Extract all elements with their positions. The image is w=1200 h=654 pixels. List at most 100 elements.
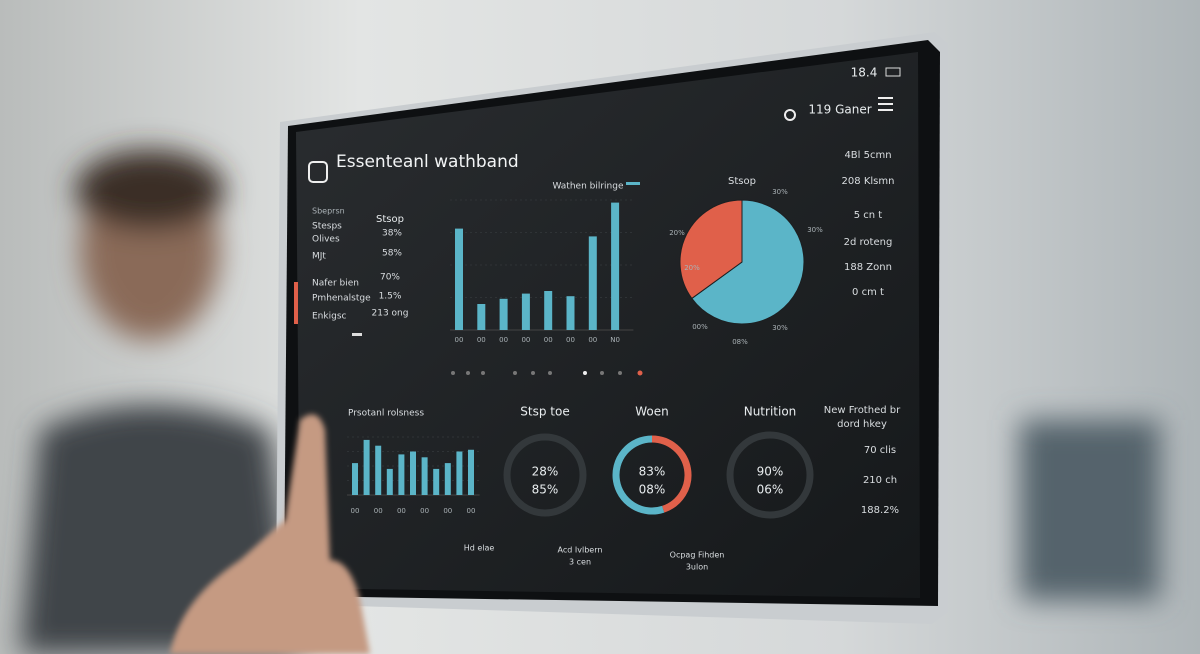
bar — [398, 454, 405, 495]
bar — [410, 451, 416, 495]
pager-dot — [451, 371, 455, 375]
ring-center-text: 06% — [757, 483, 784, 497]
pager-dot — [466, 371, 470, 375]
pie-slice — [691, 199, 805, 325]
dashboard: 18.4 119 Ganer Essenteanl wathband Sbeprsn S… — [294, 66, 901, 572]
x-tick-label: 00 — [455, 336, 464, 344]
scroll-indicator — [352, 333, 362, 336]
pager-dot — [600, 371, 604, 375]
ring-arc — [651, 435, 692, 513]
x-tick-label: 00 — [420, 507, 429, 515]
ring-track — [726, 431, 814, 519]
hand — [170, 414, 370, 654]
search-icon — [784, 109, 796, 121]
ring-center-text: 83% — [639, 465, 666, 479]
pager-dot — [618, 371, 622, 375]
ring-title: Woen — [635, 405, 669, 419]
side-note-item: 188.2% — [861, 505, 899, 516]
x-tick-label: 00 — [467, 507, 476, 515]
stat-value: 38% — [382, 229, 402, 239]
bar — [456, 451, 463, 495]
highlight-label: Enkigsc — [312, 312, 347, 322]
ring-arc — [612, 435, 665, 515]
x-tick-label: 00 — [351, 507, 360, 515]
pager-dot — [583, 371, 587, 375]
legend-swatch — [626, 182, 640, 185]
pie-annotation: 20% — [684, 264, 700, 272]
pager-dot — [531, 371, 535, 375]
bar — [477, 304, 486, 330]
stat-label: MJt — [312, 252, 326, 262]
bar — [611, 202, 620, 330]
stat-label: Olives — [312, 235, 340, 245]
highlight-value: 1.5% — [379, 292, 402, 302]
footer-label: Hd elae — [464, 544, 495, 553]
pager-dot — [548, 371, 552, 375]
highlight-value: 70% — [380, 273, 400, 283]
ring-title: Stsp toe — [520, 405, 569, 419]
bar — [588, 236, 597, 330]
ring-center-text: 85% — [532, 483, 559, 497]
bar — [468, 449, 474, 495]
x-tick-label: 00 — [566, 336, 575, 344]
chart-title: Stsop — [728, 176, 756, 187]
bar — [544, 291, 553, 330]
x-tick-label: 00 — [477, 336, 486, 344]
bar — [455, 228, 463, 330]
app-title: Essenteanl wathband — [336, 152, 519, 172]
metric: 2d roteng — [844, 237, 893, 248]
metric: 4Bl 5cmn — [844, 150, 891, 161]
chart-title: Wathen bilringe — [552, 182, 624, 192]
side-note-title: New Frothed br — [824, 405, 901, 416]
footer-label: 3ulon — [686, 563, 708, 572]
bar — [433, 468, 440, 495]
pie-annotation: 30% — [772, 324, 788, 332]
stat-value: 58% — [382, 249, 402, 259]
footer-label: Ocpag Fihden — [670, 551, 725, 560]
pager-dot — [637, 370, 643, 376]
bar — [566, 296, 575, 330]
pie-annotation: 30% — [807, 226, 823, 234]
chart-title: Prsotanl rolsness — [348, 409, 424, 419]
pager-dot — [513, 371, 517, 375]
pie-slice — [679, 199, 743, 300]
clock: 18.4 — [851, 66, 878, 80]
ring-title: Nutrition — [744, 405, 797, 419]
metric: 0 cm t — [852, 287, 884, 298]
highlight-value: 213 ong — [372, 309, 409, 319]
side-note-item: 210 ch — [863, 475, 897, 486]
bar — [521, 293, 530, 330]
highlight-label: Pmhenalstge — [312, 294, 371, 304]
app-icon — [308, 161, 328, 183]
pie-annotation: 08% — [732, 338, 748, 346]
user-name: 119 Ganer — [808, 103, 871, 117]
pie-annotation: 30% — [772, 188, 788, 196]
metric: 5 cn t — [854, 210, 883, 221]
ring-center-text: 90% — [757, 465, 784, 479]
metric: 188 Zonn — [844, 262, 892, 273]
metric: 208 Klsmn — [842, 176, 895, 187]
pie-annotation: 20% — [669, 229, 685, 237]
bar — [444, 463, 451, 495]
highlight-bar — [294, 282, 298, 324]
side-note-title: dord hkey — [837, 419, 887, 430]
x-tick-label: N0 — [610, 336, 620, 344]
x-tick-label: 00 — [374, 507, 383, 515]
stats-heading: Sbeprsn — [312, 207, 345, 216]
x-tick-label: 00 — [443, 507, 452, 515]
ring-center-text: 08% — [639, 483, 666, 497]
x-tick-label: 00 — [588, 336, 597, 344]
bar — [386, 468, 393, 495]
battery-icon — [885, 67, 901, 77]
pie-annotation: 00% — [692, 323, 708, 331]
bar — [421, 457, 428, 495]
footer-label: Acd Ivlbern — [558, 546, 603, 555]
bar — [352, 463, 358, 495]
x-tick-label: 00 — [499, 336, 508, 344]
stat-label: Stesps — [312, 222, 342, 232]
footer-label: 3 cen — [569, 558, 591, 567]
x-tick-label: 00 — [544, 336, 553, 344]
side-note-item: 70 clis — [864, 445, 896, 456]
x-tick-label: 00 — [397, 507, 406, 515]
